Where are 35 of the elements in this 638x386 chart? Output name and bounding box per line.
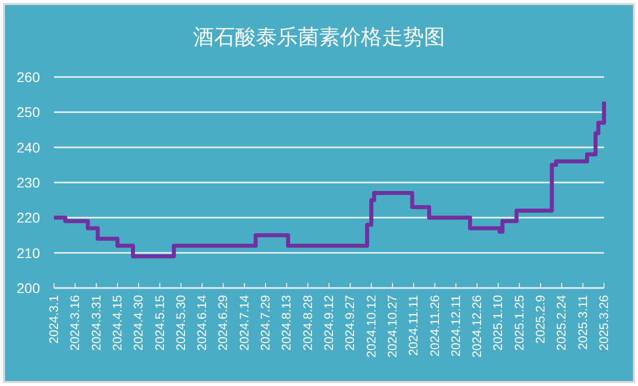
x-tick-label: 2024.3.1 (47, 294, 61, 344)
y-tick-label: 200 (16, 280, 40, 296)
x-tick-label: 2024.4.30 (132, 294, 146, 351)
y-tick-label: 240 (16, 139, 40, 156)
x-tick-label: 2025.3.11 (576, 294, 590, 350)
y-tick-label: 260 (16, 69, 40, 85)
x-tick-label: 2025.2.9 (534, 294, 548, 344)
x-tick-label: 2025.1.25 (512, 294, 526, 351)
x-tick-label: 2024.9.12 (322, 294, 336, 351)
x-tick-label: 2024.10.12 (364, 294, 378, 358)
x-tick-label: 2024.7.14 (237, 294, 252, 351)
x-tick-label: 2024.12.26 (470, 294, 484, 358)
y-tick-label: 220 (16, 210, 40, 226)
x-tick-label: 2024.8.28 (300, 294, 315, 351)
x-tick-label: 2024.6.14 (195, 294, 210, 351)
x-tick-label: 2024.3.31 (89, 294, 104, 351)
x-tick-label: 2025.2.24 (554, 294, 569, 351)
x-tick-label: 2024.6.29 (216, 294, 230, 351)
x-tick-label: 2024.9.27 (343, 294, 358, 351)
y-tick-label: 230 (16, 174, 40, 190)
x-tick-label: 2024.8.13 (280, 294, 294, 351)
x-tick-label: 2024.5.30 (174, 294, 188, 351)
x-tick-label: 2025.1.10 (491, 294, 506, 351)
x-tick-label: 2024.4.15 (110, 294, 124, 351)
x-tick-label: 2024.5.15 (152, 294, 167, 351)
chart-title: 酒石酸泰乐菌素价格走势图 (193, 26, 445, 49)
x-tick-label: 2024.11.11 (406, 294, 421, 356)
x-tick-label: 2024.10.27 (385, 294, 400, 358)
x-tick-label: 2024.12.11 (448, 294, 463, 357)
y-tick-label: 210 (16, 244, 40, 261)
x-tick-label: 2025.3.26 (597, 294, 611, 351)
x-tick-label: 2024.3.16 (68, 294, 82, 351)
x-tick-label: 2024.7.29 (258, 294, 273, 351)
y-tick-label: 250 (16, 104, 40, 120)
x-tick-label: 2024.11.26 (428, 294, 442, 357)
